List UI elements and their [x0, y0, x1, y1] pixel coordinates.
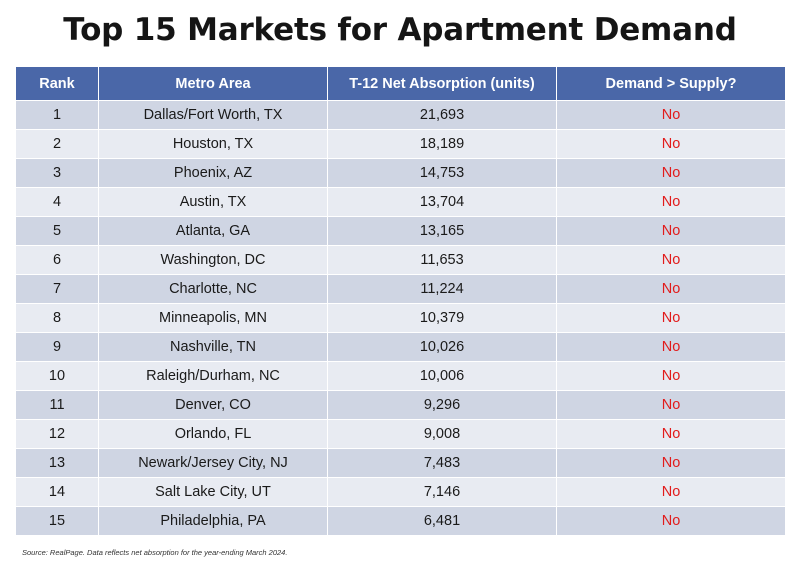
metro-area-cell: Houston, TX: [98, 129, 328, 159]
metro-area-cell: Newark/Jersey City, NJ: [98, 448, 328, 478]
table-header-row: Rank Metro Area T-12 Net Absorption (uni…: [15, 66, 786, 101]
net-absorption-cell: 11,224: [327, 274, 557, 304]
rank-cell: 7: [15, 274, 99, 304]
table-row: 14 Salt Lake City, UT 7,146 No: [15, 477, 786, 507]
metro-area-cell: Dallas/Fort Worth, TX: [98, 100, 328, 130]
rank-cell: 8: [15, 303, 99, 333]
table-row: 10 Raleigh/Durham, NC 10,006 No: [15, 361, 786, 391]
table-row: 5 Atlanta, GA 13,165 No: [15, 216, 786, 246]
markets-table: Rank Metro Area T-12 Net Absorption (uni…: [15, 66, 786, 536]
table-body: 1 Dallas/Fort Worth, TX 21,693 No 2 Houston, …: [15, 100, 786, 536]
metro-area-cell: Phoenix, AZ: [98, 158, 328, 188]
header-demand-vs-supply: Demand > Supply?: [556, 66, 786, 101]
metro-area-cell: Nashville, TN: [98, 332, 328, 362]
net-absorption-cell: 21,693: [327, 100, 557, 130]
metro-area-cell: Charlotte, NC: [98, 274, 328, 304]
net-absorption-cell: 7,146: [327, 477, 557, 507]
demand-vs-supply-cell: No: [556, 332, 786, 362]
rank-cell: 13: [15, 448, 99, 478]
table-row: 6 Washington, DC 11,653 No: [15, 245, 786, 275]
net-absorption-cell: 9,296: [327, 390, 557, 420]
demand-vs-supply-cell: No: [556, 187, 786, 217]
net-absorption-cell: 13,165: [327, 216, 557, 246]
table-row: 13 Newark/Jersey City, NJ 7,483 No: [15, 448, 786, 478]
net-absorption-cell: 6,481: [327, 506, 557, 536]
metro-area-cell: Atlanta, GA: [98, 216, 328, 246]
net-absorption-cell: 7,483: [327, 448, 557, 478]
rank-cell: 9: [15, 332, 99, 362]
demand-vs-supply-cell: No: [556, 274, 786, 304]
demand-vs-supply-cell: No: [556, 216, 786, 246]
metro-area-cell: Denver, CO: [98, 390, 328, 420]
rank-cell: 15: [15, 506, 99, 536]
metro-area-cell: Washington, DC: [98, 245, 328, 275]
rank-cell: 4: [15, 187, 99, 217]
table-row: 4 Austin, TX 13,704 No: [15, 187, 786, 217]
demand-vs-supply-cell: No: [556, 361, 786, 391]
table-row: 1 Dallas/Fort Worth, TX 21,693 No: [15, 100, 786, 130]
header-net-absorption: T-12 Net Absorption (units): [327, 66, 557, 101]
rank-cell: 14: [15, 477, 99, 507]
table-row: 3 Phoenix, AZ 14,753 No: [15, 158, 786, 188]
demand-vs-supply-cell: No: [556, 477, 786, 507]
net-absorption-cell: 9,008: [327, 419, 557, 449]
table-row: 8 Minneapolis, MN 10,379 No: [15, 303, 786, 333]
demand-vs-supply-cell: No: [556, 506, 786, 536]
table-row: 7 Charlotte, NC 11,224 No: [15, 274, 786, 304]
demand-vs-supply-cell: No: [556, 419, 786, 449]
net-absorption-cell: 10,026: [327, 332, 557, 362]
metro-area-cell: Raleigh/Durham, NC: [98, 361, 328, 391]
table-row: 11 Denver, CO 9,296 No: [15, 390, 786, 420]
rank-cell: 11: [15, 390, 99, 420]
net-absorption-cell: 14,753: [327, 158, 557, 188]
metro-area-cell: Austin, TX: [98, 187, 328, 217]
metro-area-cell: Orlando, FL: [98, 419, 328, 449]
demand-vs-supply-cell: No: [556, 129, 786, 159]
table-row: 2 Houston, TX 18,189 No: [15, 129, 786, 159]
source-note: Source: RealPage. Data reflects net abso…: [22, 548, 288, 557]
demand-vs-supply-cell: No: [556, 245, 786, 275]
net-absorption-cell: 10,379: [327, 303, 557, 333]
table-row: 12 Orlando, FL 9,008 No: [15, 419, 786, 449]
net-absorption-cell: 11,653: [327, 245, 557, 275]
rank-cell: 5: [15, 216, 99, 246]
table-row: 15 Philadelphia, PA 6,481 No: [15, 506, 786, 536]
metro-area-cell: Minneapolis, MN: [98, 303, 328, 333]
rank-cell: 12: [15, 419, 99, 449]
metro-area-cell: Salt Lake City, UT: [98, 477, 328, 507]
net-absorption-cell: 18,189: [327, 129, 557, 159]
header-rank: Rank: [15, 66, 99, 101]
demand-vs-supply-cell: No: [556, 390, 786, 420]
rank-cell: 1: [15, 100, 99, 130]
demand-vs-supply-cell: No: [556, 303, 786, 333]
rank-cell: 10: [15, 361, 99, 391]
header-metro-area: Metro Area: [98, 66, 328, 101]
rank-cell: 6: [15, 245, 99, 275]
rank-cell: 2: [15, 129, 99, 159]
page-title: Top 15 Markets for Apartment Demand: [63, 12, 737, 48]
metro-area-cell: Philadelphia, PA: [98, 506, 328, 536]
demand-vs-supply-cell: No: [556, 100, 786, 130]
rank-cell: 3: [15, 158, 99, 188]
net-absorption-cell: 13,704: [327, 187, 557, 217]
table-row: 9 Nashville, TN 10,026 No: [15, 332, 786, 362]
net-absorption-cell: 10,006: [327, 361, 557, 391]
demand-vs-supply-cell: No: [556, 158, 786, 188]
demand-vs-supply-cell: No: [556, 448, 786, 478]
